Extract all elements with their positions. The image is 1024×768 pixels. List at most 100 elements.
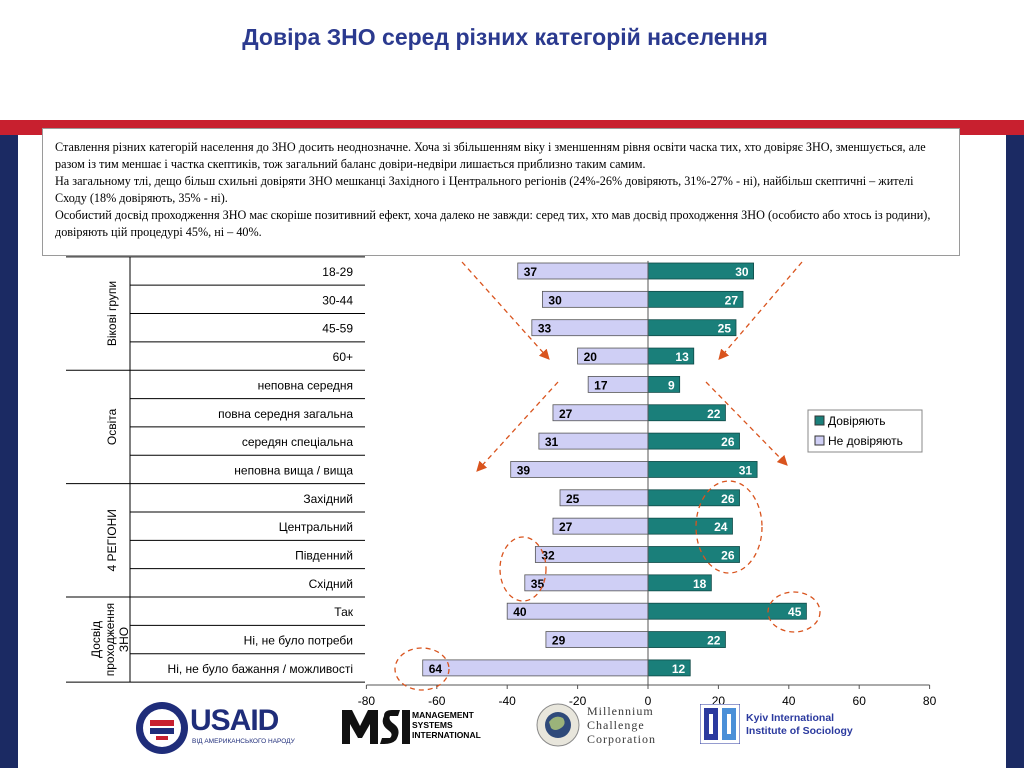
trust-value-label: 12 bbox=[672, 662, 686, 676]
right-sidebar-stripe bbox=[1006, 135, 1024, 768]
trust-value-label: 26 bbox=[721, 549, 735, 563]
distrust-value-label: 32 bbox=[541, 549, 555, 563]
distrust-value-label: 27 bbox=[559, 520, 573, 534]
distrust-value-label: 20 bbox=[584, 350, 598, 364]
group-label: проходження bbox=[103, 603, 117, 676]
trust-bar bbox=[647, 375, 681, 393]
legend-box bbox=[807, 409, 923, 453]
distrust-bar bbox=[510, 461, 649, 478]
distrust-value-label: 30 bbox=[548, 293, 562, 307]
category-label: Центральний bbox=[279, 520, 353, 534]
category-label: повна середня загальна bbox=[218, 407, 353, 421]
group-label: Освіта bbox=[105, 408, 119, 445]
x-tick-label: 40 bbox=[782, 694, 796, 708]
usaid-logo: USAID ВІД АМЕРИКАНСЬКОГО НАРОДУ bbox=[130, 698, 295, 756]
category-label: середян спеціальна bbox=[242, 435, 353, 449]
trust-value-label: 25 bbox=[718, 322, 732, 336]
x-tick-label: -80 bbox=[358, 694, 376, 708]
trend-arrow bbox=[718, 261, 803, 360]
kiis-wordmark: Kyiv International Institute of Sociolog… bbox=[746, 712, 853, 738]
distrust-value-label: 25 bbox=[566, 492, 580, 506]
kiis-line: Kyiv International bbox=[746, 712, 835, 724]
distrust-value-label: 33 bbox=[538, 322, 552, 336]
category-label: Східний bbox=[309, 577, 353, 591]
trend-arrow bbox=[705, 381, 788, 466]
category-label: Так bbox=[334, 605, 353, 619]
mcc-globe-icon bbox=[536, 703, 580, 747]
left-sidebar-stripe bbox=[0, 135, 18, 768]
msi-mark-icon bbox=[342, 710, 410, 744]
mcc-line: Corporation bbox=[587, 732, 656, 746]
legend-label-trust: Довіряють bbox=[828, 414, 886, 428]
distrust-value-label: 40 bbox=[513, 605, 527, 619]
highlight-ellipse bbox=[499, 536, 547, 602]
page-title: Довіра ЗНО серед різних категорій населе… bbox=[242, 24, 768, 50]
x-tick-label: 0 bbox=[645, 694, 652, 708]
category-label: неповна вища / вища bbox=[234, 463, 353, 477]
category-label: 30-44 bbox=[322, 293, 353, 307]
trust-value-label: 31 bbox=[739, 463, 753, 477]
x-tick-label: 80 bbox=[923, 694, 937, 708]
mcc-wordmark: Millennium Challenge Corporation bbox=[587, 704, 656, 746]
commentary-paragraph: Особистий досвід проходження ЗНО має ско… bbox=[55, 208, 931, 239]
distrust-value-label: 37 bbox=[524, 265, 538, 279]
trust-value-label: 45 bbox=[788, 605, 802, 619]
sponsor-logos: USAID ВІД АМЕРИКАНСЬКОГО НАРОДУ MANAGEME… bbox=[130, 698, 930, 758]
group-label: Вікові групи bbox=[105, 281, 119, 346]
trust-value-label: 22 bbox=[707, 407, 721, 421]
kiis-mark-icon bbox=[700, 704, 740, 744]
mcc-line: Millennium bbox=[587, 704, 654, 718]
kiis-logo: Kyiv International Institute of Sociolog… bbox=[700, 698, 900, 756]
highlight-ellipse bbox=[767, 591, 821, 633]
group-label: Досвід bbox=[89, 621, 103, 658]
trend-arrow bbox=[476, 381, 559, 472]
x-tick-label: 60 bbox=[853, 694, 867, 708]
msi-logo: MANAGEMENT SYSTEMS INTERNATIONAL bbox=[340, 698, 500, 756]
legend-swatch-trust bbox=[814, 415, 825, 426]
usaid-seal-icon bbox=[136, 702, 188, 754]
highlight-ellipse bbox=[695, 480, 763, 574]
trend-arrow bbox=[461, 261, 550, 360]
distrust-value-label: 39 bbox=[517, 463, 531, 477]
commentary-box: Ставлення різних категорій населення до … bbox=[42, 128, 960, 256]
kiis-line: Institute of Sociology bbox=[746, 725, 853, 737]
highlight-ellipse bbox=[394, 647, 450, 691]
group-label: ЗНО bbox=[117, 627, 131, 652]
distrust-value-label: 64 bbox=[429, 662, 443, 676]
trust-value-label: 13 bbox=[675, 350, 689, 364]
x-tick-label: -40 bbox=[499, 694, 517, 708]
trust-value-label: 26 bbox=[721, 492, 735, 506]
msi-wordmark: MANAGEMENT SYSTEMS INTERNATIONAL bbox=[412, 710, 481, 740]
category-label: Південний bbox=[295, 549, 353, 563]
category-label: Західний bbox=[303, 492, 353, 506]
legend-swatch-distrust bbox=[814, 435, 825, 446]
commentary-paragraph: Ставлення різних категорій населення до … bbox=[55, 140, 926, 171]
commentary-paragraph: На загальному тлі, дещо більш схильні до… bbox=[55, 174, 914, 205]
trust-value-label: 30 bbox=[735, 265, 749, 279]
trust-value-label: 18 bbox=[693, 577, 707, 591]
trust-value-label: 22 bbox=[707, 634, 721, 648]
distrust-value-label: 35 bbox=[531, 577, 545, 591]
group-label: 4 РЕГІОНИ bbox=[105, 509, 119, 571]
distrust-value-label: 29 bbox=[552, 634, 566, 648]
trust-value-label: 24 bbox=[714, 520, 728, 534]
legend-label-distrust: Не довіряють bbox=[828, 434, 903, 448]
trust-value-label: 27 bbox=[725, 293, 739, 307]
msi-line: MANAGEMENT bbox=[412, 710, 474, 720]
trust-value-label: 26 bbox=[721, 435, 735, 449]
distrust-bar bbox=[506, 602, 649, 620]
usaid-tagline: ВІД АМЕРИКАНСЬКОГО НАРОДУ bbox=[192, 738, 295, 745]
category-label: 60+ bbox=[333, 350, 353, 364]
msi-line: SYSTEMS bbox=[412, 720, 453, 730]
mcc-line: Challenge bbox=[587, 718, 645, 732]
distrust-value-label: 17 bbox=[594, 378, 608, 392]
x-tick-label: -60 bbox=[428, 694, 446, 708]
distrust-value-label: 31 bbox=[545, 435, 559, 449]
category-label: Ні, не було бажання / можливості bbox=[168, 662, 353, 676]
category-label: Ні, не було потреби bbox=[244, 634, 353, 648]
category-label: 45-59 bbox=[322, 322, 353, 336]
x-tick-label: -20 bbox=[569, 694, 587, 708]
category-label: 18-29 bbox=[322, 265, 353, 279]
usaid-wordmark: USAID bbox=[190, 704, 279, 737]
trust-value-label: 9 bbox=[668, 378, 675, 392]
